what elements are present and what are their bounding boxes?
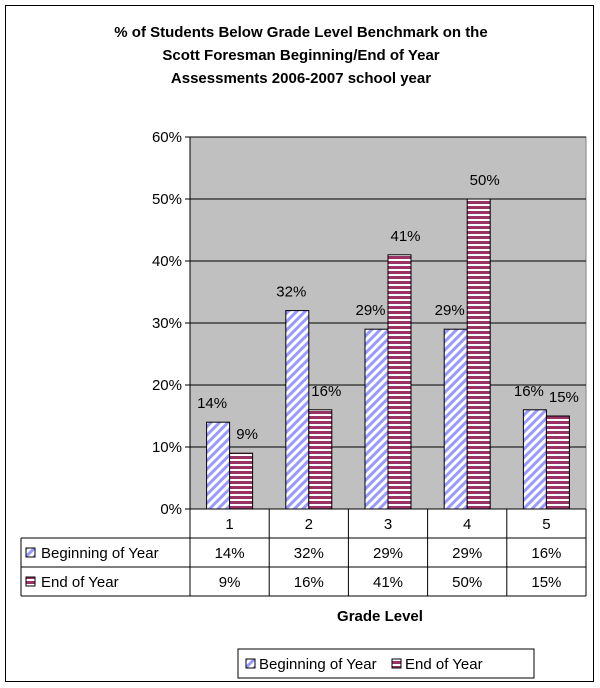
y-axis: 0% 10% 20% 30% 40% 50% 60% [152, 129, 191, 518]
title-line-1: % of Students Below Grade Level Benchmar… [114, 24, 487, 41]
data-label: 15% [549, 389, 579, 406]
bar-end-grade-2 [308, 409, 333, 510]
table-cell: 32% [294, 545, 324, 562]
table-legend-key [25, 547, 36, 558]
bar-beginning-grade-2 [285, 310, 310, 510]
bars [206, 198, 570, 510]
y-tick-label: 10% [152, 439, 182, 456]
category-label: 2 [305, 516, 313, 533]
data-label: 14% [197, 395, 227, 412]
y-tick-label: 50% [152, 191, 182, 208]
bar-end-grade-5 [545, 415, 570, 510]
data-label: 41% [390, 228, 420, 245]
data-labels: 14% 9% 32% 16% 29% 41% 29% 50% 16% 15% [197, 172, 579, 443]
title-line-3: Assessments 2006-2007 school year [171, 70, 431, 87]
category-label: 1 [225, 516, 233, 533]
table-cell: 9% [219, 574, 241, 591]
table-cell: 16% [531, 545, 561, 562]
y-tick-label: 20% [152, 377, 182, 394]
chart-svg: % of Students Below Grade Level Benchmar… [20, 24, 587, 679]
table-legend-key [25, 576, 36, 587]
legend-label: End of Year [405, 656, 483, 673]
table-row-name: End of Year [41, 574, 119, 591]
title-line-2: Scott Foresman Beginning/End of Year [162, 47, 439, 64]
legend-label: Beginning of Year [259, 656, 377, 673]
legend-key [245, 658, 256, 669]
bar-beginning-grade-5 [522, 409, 547, 510]
y-tick-label: 30% [152, 315, 182, 332]
data-label: 32% [276, 284, 306, 301]
gridlines [190, 136, 586, 448]
y-tick-label: 0% [160, 501, 182, 518]
table-cell: 16% [294, 574, 324, 591]
data-label: 16% [514, 383, 544, 400]
data-label: 9% [236, 426, 258, 443]
bar-beginning-grade-1 [206, 421, 231, 510]
table-cell: 41% [373, 574, 403, 591]
data-label: 16% [311, 383, 341, 400]
category-label: 5 [542, 516, 550, 533]
table-cell: 50% [452, 574, 482, 591]
bar-beginning-grade-3 [364, 328, 389, 510]
legend-box [237, 648, 535, 679]
legend: Beginning of Year End of Year [237, 648, 535, 679]
bar-end-grade-1 [229, 452, 254, 510]
table-cell: 29% [452, 545, 482, 562]
data-label: 29% [355, 302, 385, 319]
table-cell: 15% [531, 574, 561, 591]
y-tick-label: 40% [152, 253, 182, 270]
chart-frame: % of Students Below Grade Level Benchmar… [5, 5, 594, 682]
bar-end-grade-3 [387, 254, 412, 510]
data-label: 29% [435, 302, 465, 319]
chart-title: % of Students Below Grade Level Benchmar… [114, 24, 487, 87]
bar-beginning-grade-4 [443, 328, 468, 510]
legend-key [391, 658, 402, 669]
data-label: 50% [470, 172, 500, 189]
data-table: 1 2 3 4 5 Beginning of Year 14% 32% 29% 29% 16% End… [20, 508, 587, 597]
table-row-name: Beginning of Year [41, 545, 159, 562]
category-label: 3 [384, 516, 392, 533]
table-cell: 29% [373, 545, 403, 562]
bar-end-grade-4 [466, 198, 491, 510]
y-tick-label: 60% [152, 129, 182, 146]
table-cell: 14% [215, 545, 245, 562]
x-axis-title: Grade Level [337, 608, 423, 625]
category-label: 4 [463, 516, 471, 533]
